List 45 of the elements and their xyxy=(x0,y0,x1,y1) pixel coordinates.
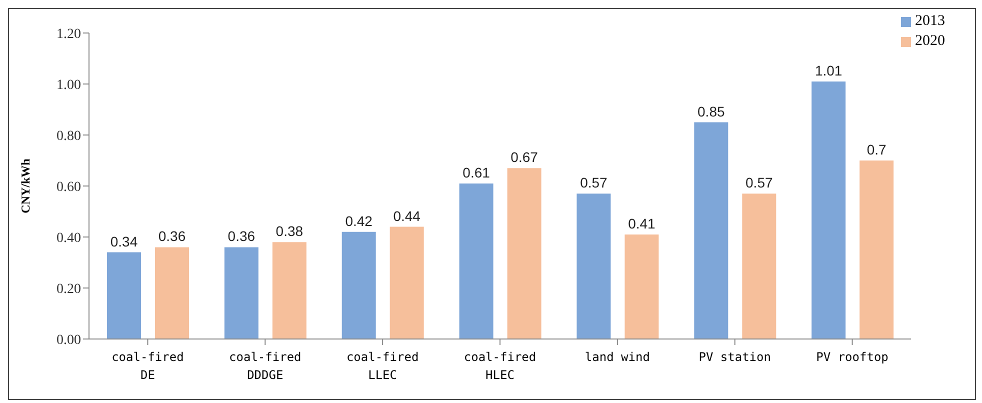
data-label: 0.67 xyxy=(510,149,538,166)
bar xyxy=(624,234,659,339)
data-label: 0.36 xyxy=(228,228,256,244)
bar xyxy=(107,252,141,339)
bar xyxy=(390,226,424,339)
data-label: 0.41 xyxy=(628,215,656,232)
data-label: 0.38 xyxy=(276,223,304,240)
bar xyxy=(342,232,376,339)
data-label: 0.7 xyxy=(866,142,887,158)
y-tick-label: 0.60 xyxy=(56,180,81,195)
data-label: 0.34 xyxy=(110,233,138,250)
data-label: 0.36 xyxy=(158,228,186,244)
x-tick-label: land wind xyxy=(584,350,650,364)
bar xyxy=(742,194,776,339)
data-label: 0.44 xyxy=(393,208,421,224)
bar xyxy=(272,242,306,339)
data-label: 1.01 xyxy=(814,62,842,78)
x-tick-label: coal-fired DDDGE xyxy=(229,350,302,382)
x-tick-label: coal-fired HLEC xyxy=(464,350,536,382)
y-tick-label: 1.20 xyxy=(56,26,81,42)
data-label: 0.85 xyxy=(698,103,725,120)
x-tick-label: PV station xyxy=(698,350,771,364)
legend-label: 2013 xyxy=(915,13,945,29)
bar xyxy=(224,247,258,339)
bar xyxy=(860,160,894,339)
bar xyxy=(694,122,728,339)
y-tick-label: 0.20 xyxy=(56,282,81,297)
bar xyxy=(155,247,189,339)
y-axis-title: CNY/kWh xyxy=(18,158,32,214)
y-tick-label: 0.80 xyxy=(56,128,81,144)
x-tick-label: coal-fired DE xyxy=(112,350,184,382)
y-tick-label: 1.00 xyxy=(56,78,81,93)
data-label: 0.42 xyxy=(345,212,373,229)
legend-label: 2020 xyxy=(915,33,945,49)
data-label: 0.57 xyxy=(746,174,773,191)
bar xyxy=(812,81,846,339)
x-tick-label: PV rooftop xyxy=(816,350,888,364)
y-tick-label: 0.40 xyxy=(56,230,81,246)
x-tick-label: coal-fired LLEC xyxy=(346,350,419,382)
y-tick-label: 0.00 xyxy=(56,332,81,348)
bar xyxy=(459,183,494,339)
data-label: 0.61 xyxy=(462,164,490,180)
bar xyxy=(576,194,611,339)
bar xyxy=(507,168,542,339)
data-label: 0.57 xyxy=(580,174,608,191)
